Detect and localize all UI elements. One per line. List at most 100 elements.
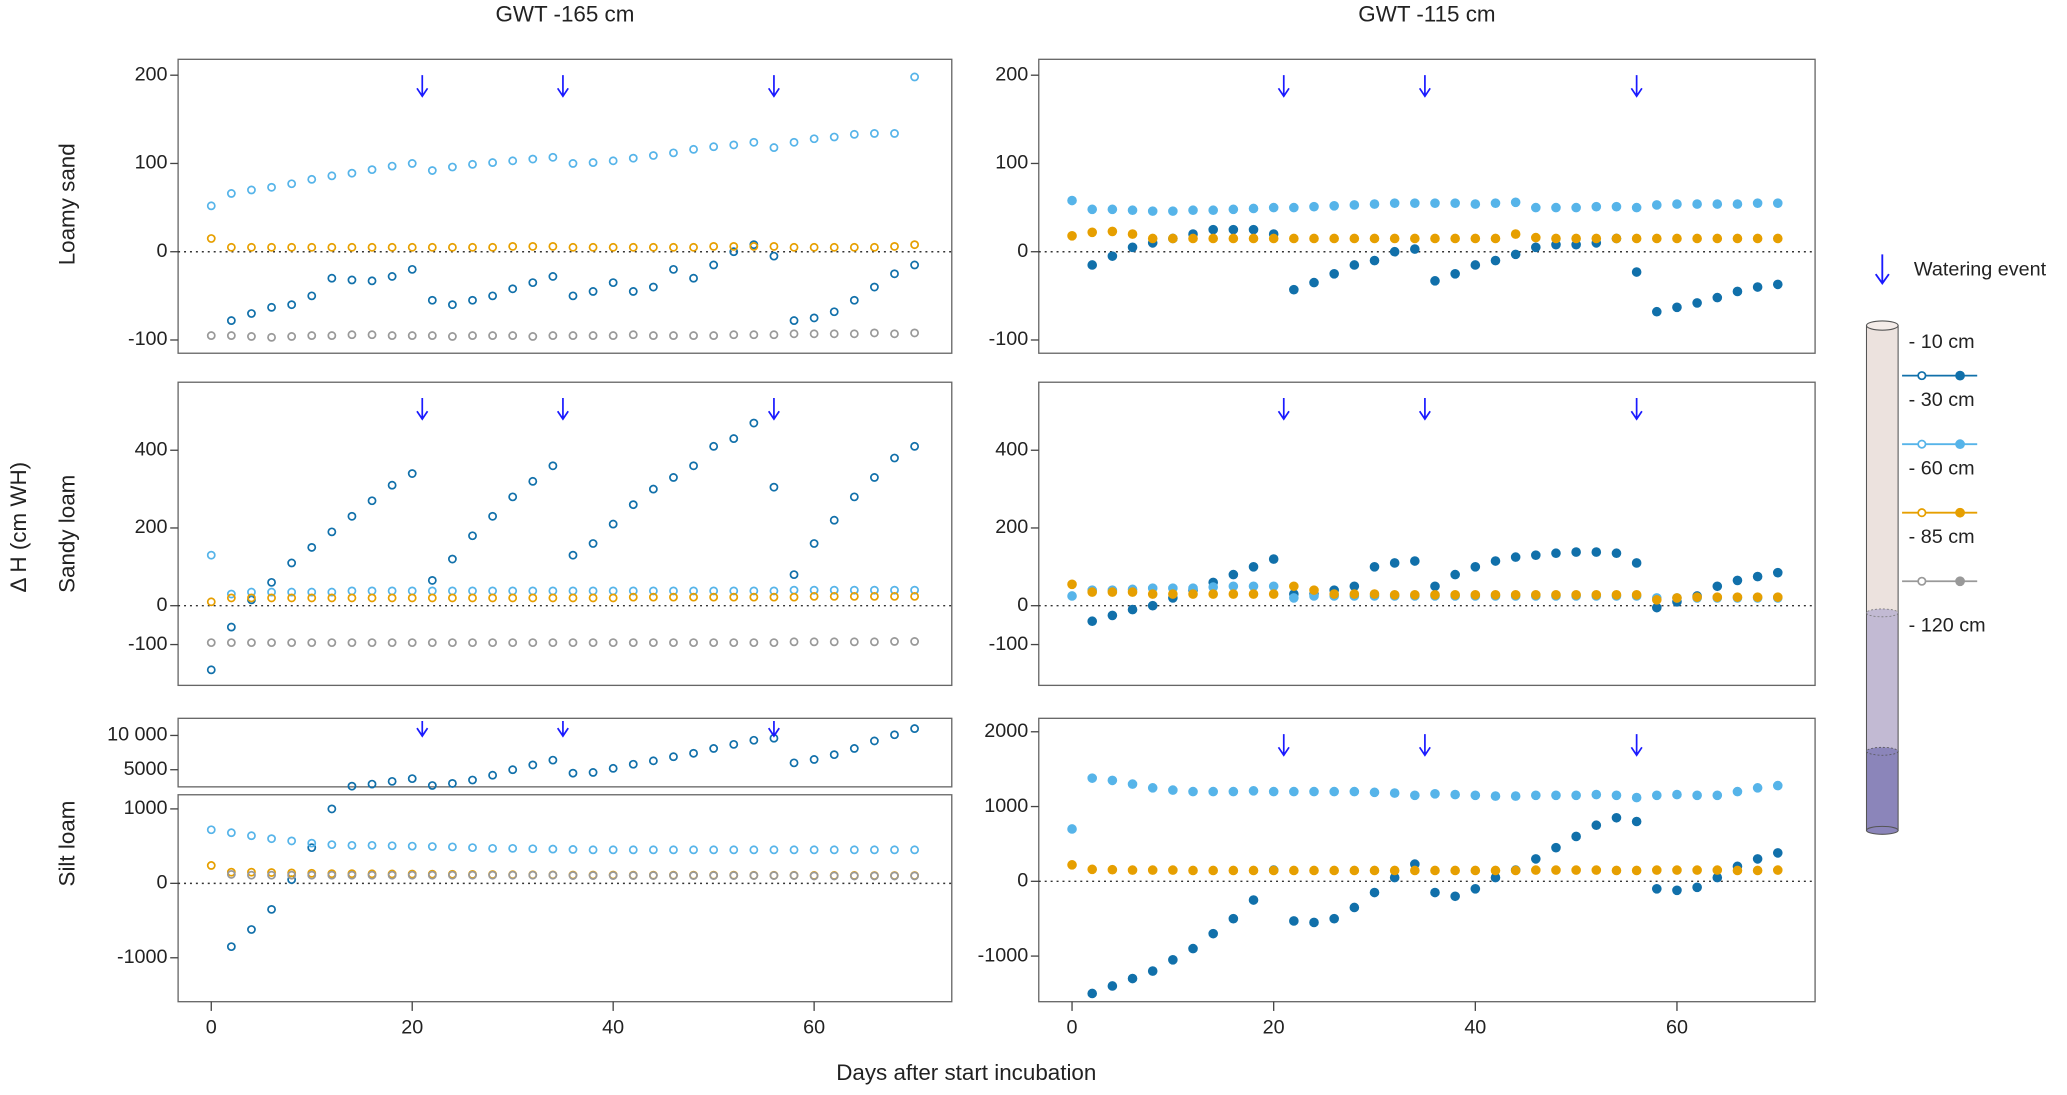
data-point — [1752, 865, 1763, 876]
data-point — [568, 586, 578, 596]
data-point — [1410, 233, 1420, 244]
data-point — [1510, 791, 1521, 801]
data-point — [206, 638, 216, 648]
legend-depth-label: - 85 cm — [1909, 526, 1975, 548]
data-point — [890, 637, 899, 646]
data-point — [267, 870, 276, 880]
data-point — [829, 132, 839, 142]
data-point — [1087, 260, 1098, 270]
data-point — [1087, 587, 1098, 597]
data-point — [729, 638, 739, 648]
y-tick-label: 5000 — [124, 758, 168, 780]
data-point — [1772, 865, 1783, 875]
data-point — [528, 586, 538, 596]
data-point — [1571, 233, 1581, 244]
data-point — [347, 275, 357, 285]
data-point — [669, 586, 678, 596]
data-point — [1591, 201, 1602, 212]
data-point — [1651, 200, 1662, 210]
data-point — [1228, 581, 1239, 592]
data-point — [1087, 864, 1098, 875]
data-point — [1410, 865, 1420, 876]
data-point — [849, 591, 859, 601]
data-point — [809, 755, 819, 764]
data-point — [267, 332, 276, 342]
data-point — [1732, 786, 1743, 797]
data-point — [829, 307, 839, 317]
data-point — [669, 242, 678, 252]
data-point — [247, 185, 256, 195]
data-point — [307, 331, 317, 340]
data-point — [548, 152, 558, 162]
data-point — [508, 638, 518, 648]
data-point — [267, 904, 276, 914]
data-point — [1147, 600, 1158, 611]
data-point — [407, 638, 417, 648]
data-point — [849, 845, 859, 855]
data-point — [548, 870, 558, 880]
watering-arrow — [767, 75, 780, 98]
data-point — [648, 242, 658, 252]
data-point — [1289, 284, 1299, 295]
data-point — [548, 461, 558, 471]
data-point — [367, 165, 377, 175]
data-point — [367, 276, 377, 286]
legend-marker-filled — [1955, 576, 1965, 587]
data-point — [226, 942, 236, 952]
data-point — [1430, 276, 1440, 286]
data-point — [1631, 865, 1642, 876]
data-point — [689, 845, 698, 855]
data-point — [1510, 552, 1521, 562]
data-point — [890, 845, 899, 855]
data-point — [1490, 556, 1501, 566]
data-point — [1147, 783, 1158, 793]
data-point — [508, 593, 518, 603]
data-point — [427, 331, 437, 340]
data-point — [1531, 550, 1541, 560]
data-point — [568, 768, 578, 778]
data-point — [1450, 865, 1460, 876]
data-point — [648, 871, 658, 880]
data-point — [1752, 198, 1763, 208]
data-point — [628, 287, 638, 296]
y-axis-label: Δ H (cm WH) — [6, 462, 31, 593]
data-point — [387, 841, 397, 851]
data-point — [1631, 558, 1642, 568]
data-point — [1752, 233, 1763, 244]
data-point — [387, 593, 397, 603]
plot-frame — [177, 381, 953, 687]
data-point — [648, 282, 658, 292]
data-point — [1289, 233, 1299, 244]
data-point — [1531, 590, 1541, 600]
data-point — [890, 591, 899, 601]
data-point — [1309, 277, 1319, 288]
data-point — [468, 586, 477, 596]
data-point — [247, 638, 256, 648]
data-point — [689, 273, 698, 283]
data-point — [749, 586, 759, 596]
data-point — [1228, 204, 1239, 215]
data-point — [1651, 595, 1662, 605]
data-point — [709, 441, 719, 451]
data-point — [1369, 787, 1380, 798]
data-point — [789, 242, 799, 252]
data-point — [1309, 201, 1319, 212]
data-point — [869, 242, 879, 252]
watering-arrow — [1630, 734, 1643, 757]
data-point — [1611, 790, 1622, 801]
data-point — [910, 871, 920, 881]
data-point — [307, 587, 317, 597]
data-point — [1490, 233, 1501, 244]
data-point — [307, 870, 317, 880]
data-point — [1389, 198, 1400, 208]
data-point — [508, 156, 518, 166]
x-tick-label: 60 — [803, 1016, 825, 1038]
data-point — [287, 593, 297, 603]
data-point — [648, 756, 658, 766]
data-point — [1531, 854, 1541, 864]
data-point — [1228, 569, 1239, 580]
data-point — [689, 871, 698, 880]
data-point — [1349, 786, 1360, 797]
legend-marker-filled — [1955, 370, 1965, 381]
data-point — [1631, 590, 1642, 600]
